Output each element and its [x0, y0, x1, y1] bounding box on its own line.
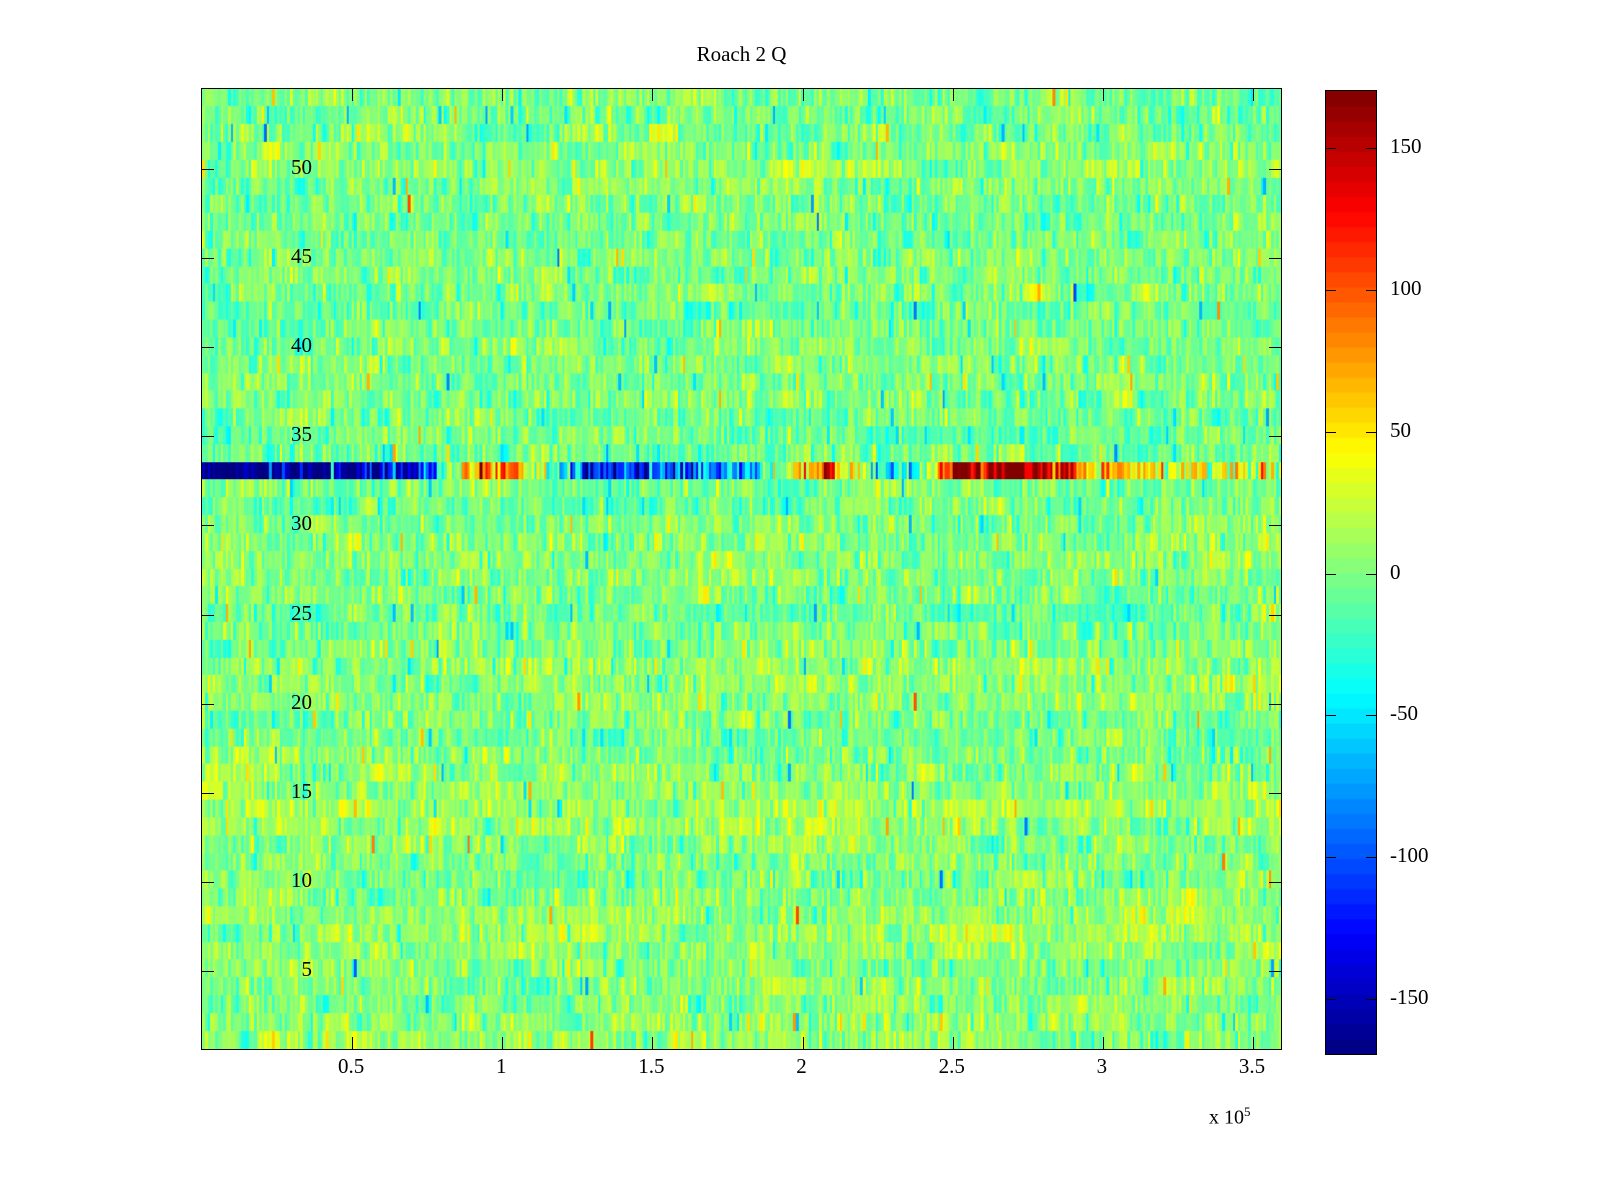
colorbar-tick-right: [1366, 999, 1377, 1001]
y-axis-tick-label: 25: [291, 600, 312, 625]
colorbar-tick-label: 0: [1390, 559, 1401, 584]
y-axis-tick-right: [1269, 169, 1282, 171]
y-axis-tick-right: [1269, 614, 1282, 616]
y-axis-tick-right: [1269, 347, 1282, 349]
y-axis-tick-right: [1269, 970, 1282, 972]
colorbar-tick: [1325, 431, 1336, 433]
colorbar-tick: [1325, 573, 1336, 575]
colorbar-tick-label: -150: [1390, 985, 1429, 1010]
x-axis-tick: [352, 1037, 354, 1050]
colorbar-tick-label: -100: [1390, 843, 1429, 868]
x-axis-tick: [952, 1037, 954, 1050]
x-axis-tick: [1102, 1037, 1104, 1050]
colorbar-tick-right: [1366, 289, 1377, 291]
colorbar-tick-right: [1366, 857, 1377, 859]
heatmap-plot-area: [201, 88, 1282, 1050]
x-axis-tick-top: [502, 88, 504, 101]
colorbar-tick-right: [1366, 147, 1377, 149]
colorbar-tick: [1325, 857, 1336, 859]
x-axis-tick-top: [652, 88, 654, 101]
colorbar-tick: [1325, 715, 1336, 717]
y-axis-tick-right: [1269, 881, 1282, 883]
y-axis-tick-label: 30: [291, 511, 312, 536]
x-axis-tick-top: [352, 88, 354, 101]
colorbar-tick-right: [1366, 573, 1377, 575]
heatmap-image: [202, 89, 1281, 1049]
y-axis-tick-label: 40: [291, 333, 312, 358]
y-axis-tick-label: 50: [291, 155, 312, 180]
y-axis-tick-label: 45: [291, 244, 312, 269]
x-axis-tick-top: [802, 88, 804, 101]
x-axis-tick-label: 1.5: [638, 1054, 665, 1078]
y-axis-tick: [201, 258, 214, 260]
page-title: Roach 2 Q: [696, 42, 787, 66]
y-axis-tick: [201, 347, 214, 349]
y-axis-tick-right: [1269, 703, 1282, 705]
y-axis-tick-right: [1269, 258, 1282, 260]
x-axis-tick-label: 1: [496, 1054, 507, 1078]
y-axis-tick: [201, 703, 214, 705]
colorbar-tick-label: 100: [1390, 275, 1422, 300]
colorbar-tick-label: 150: [1390, 133, 1422, 158]
y-axis-tick-label: 5: [301, 956, 313, 981]
colorbar-tick-label: -50: [1390, 701, 1418, 726]
exponent-base: x 10: [1209, 1106, 1244, 1129]
y-axis-tick: [201, 614, 214, 616]
x-axis-tick: [652, 1037, 654, 1050]
y-axis-tick-right: [1269, 436, 1282, 438]
y-axis-tick-label: 20: [291, 689, 312, 714]
x-axis-tick-top: [1252, 88, 1254, 101]
x-axis-tick-top: [952, 88, 954, 101]
x-axis-tick: [802, 1037, 804, 1050]
y-axis-tick: [201, 792, 214, 794]
colorbar-tick: [1325, 289, 1336, 291]
y-axis-tick-label: 15: [291, 778, 312, 803]
colorbar-gradient: [1326, 91, 1376, 1054]
x-axis-tick-label: 3.5: [1238, 1054, 1266, 1078]
colorbar-tick: [1325, 147, 1336, 149]
y-axis-tick-right: [1269, 792, 1282, 794]
x-axis-tick: [502, 1037, 504, 1050]
colorbar-tick-right: [1366, 715, 1377, 717]
y-axis-tick-right: [1269, 525, 1282, 527]
exponent-power: 5: [1244, 1104, 1251, 1119]
x-axis-tick-label: 2: [796, 1054, 807, 1078]
x-axis-tick: [1252, 1037, 1254, 1050]
colorbar: [1325, 90, 1377, 1055]
x-axis-tick-label: 3: [1096, 1054, 1108, 1078]
y-axis-tick: [201, 525, 214, 527]
y-axis-tick-label: 35: [291, 422, 312, 447]
colorbar-tick-right: [1366, 431, 1377, 433]
y-axis-tick-label: 10: [291, 867, 312, 892]
x-axis-tick-label: 2.5: [938, 1054, 965, 1078]
x-axis-tick-top: [1102, 88, 1104, 101]
y-axis-tick: [201, 436, 214, 438]
y-axis-tick: [201, 169, 214, 171]
x-axis-exponent-label: x 105: [1209, 1102, 1251, 1128]
colorbar-tick-label: 50: [1390, 417, 1411, 442]
x-axis-tick-label: 0.5: [338, 1054, 365, 1078]
colorbar-tick: [1325, 999, 1336, 1001]
y-axis-tick: [201, 970, 214, 972]
y-axis-tick: [201, 881, 214, 883]
